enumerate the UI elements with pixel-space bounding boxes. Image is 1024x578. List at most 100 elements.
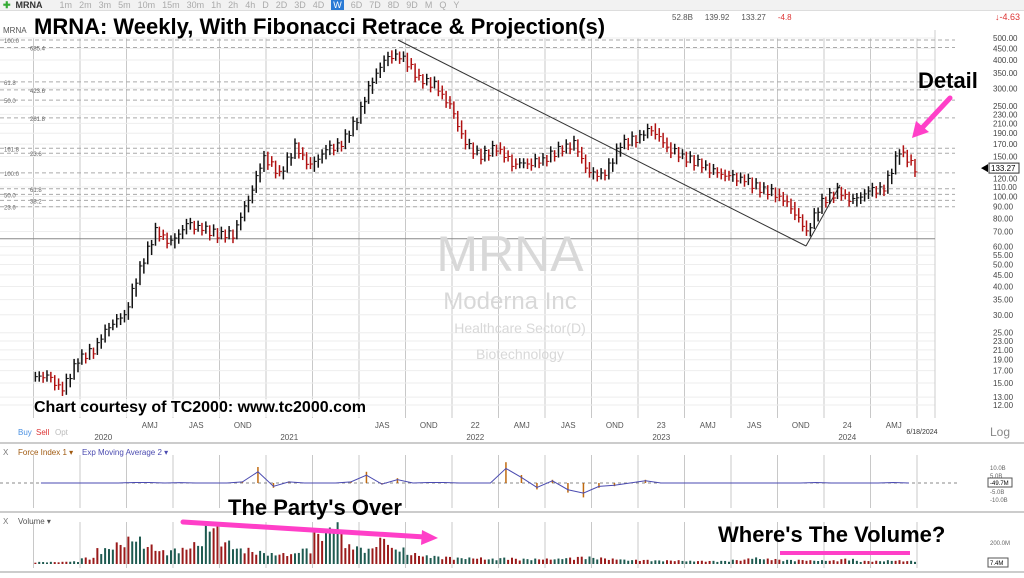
ema-label[interactable]: Exp Moving Average 2 ▾ <box>82 448 169 457</box>
y-tick-label: 15.00 <box>993 379 1014 388</box>
current-price-arrow <box>981 164 988 173</box>
interval-10m[interactable]: 10m <box>137 0 156 10</box>
courtesy-text: Chart courtesy of TC2000: www.tc2000.com <box>34 399 366 417</box>
interval-Y[interactable]: Y <box>453 0 460 10</box>
watermark-name: Moderna Inc <box>443 288 577 315</box>
y-tick-label: 210.00 <box>993 119 1018 128</box>
symbol-label: MRNA <box>3 26 27 35</box>
fib-level-label: 423.6 <box>30 89 46 95</box>
interval-M[interactable]: M <box>424 0 433 10</box>
volume-label[interactable]: Volume ▾ <box>18 517 51 526</box>
detail-arrow <box>919 95 953 131</box>
sell-button[interactable]: Sell <box>36 428 50 437</box>
x-tick-label: JAS <box>561 421 576 430</box>
x-tick-label: 23 <box>657 421 666 430</box>
y-tick-label: 13.00 <box>993 393 1014 402</box>
y-tick-label: 17.00 <box>993 367 1014 376</box>
force-y-label: 5.0B <box>990 474 1002 480</box>
interval-4h[interactable]: 4h <box>245 0 256 10</box>
y-tick-label: 170.00 <box>993 140 1018 149</box>
x-year-label: 2024 <box>838 433 856 442</box>
fib-level-label: 100.0 <box>4 39 20 45</box>
change-value: -4.8 <box>777 13 792 22</box>
volume-current-box <box>987 557 1009 568</box>
y-tick-label: 45.00 <box>993 271 1014 280</box>
x-tick-label: 24 <box>843 421 852 430</box>
fib-level-label: 100.0 <box>4 172 20 178</box>
x-year-label: 2021 <box>280 433 298 442</box>
x-year-label: 2023 <box>652 433 670 442</box>
current-price-label: 133.27 <box>991 164 1016 173</box>
force-current-box <box>987 477 1013 488</box>
buy-button[interactable]: Buy <box>18 428 32 437</box>
interval-6D[interactable]: 6D <box>350 0 363 10</box>
fib-level-label: 38.2 <box>30 199 42 205</box>
ema-line <box>40 467 909 494</box>
fib-level-label: 61.8 <box>30 188 42 194</box>
force-y-label: 10.0B <box>990 466 1006 472</box>
force-index-name: Force Index 1 <box>18 448 67 457</box>
y-tick-label: 190.00 <box>993 129 1018 138</box>
fib-level-label: 23.6 <box>30 152 42 158</box>
interval-1m[interactable]: 1m <box>59 0 73 10</box>
symbol-field[interactable]: MRNA <box>15 0 43 10</box>
force-y-label: -5.0B <box>990 490 1004 496</box>
interval-2h[interactable]: 2h <box>228 0 239 10</box>
x-tick-label: OND <box>606 421 624 430</box>
y-tick-label: 80.00 <box>993 214 1014 223</box>
y-tick-label: 300.00 <box>993 84 1018 93</box>
net-change: ↓-4.63 <box>994 12 1020 22</box>
quote-info: 52.8B 139.92 133.27 -4.8 <box>672 13 792 22</box>
y-tick-label: 450.00 <box>993 44 1018 53</box>
x-tick-label: OND <box>420 421 438 430</box>
y-tick-label: 12.00 <box>993 401 1014 410</box>
interval-8D[interactable]: 8D <box>387 0 400 10</box>
fib-level-label: 50.0 <box>4 193 16 199</box>
interval-9D[interactable]: 9D <box>406 0 418 10</box>
party-annotation: The Party's Over <box>228 495 402 520</box>
volume-y-label: 200.0M <box>990 541 1010 547</box>
interval-4D[interactable]: 4D <box>312 0 325 10</box>
detail-arrow-head <box>912 121 929 138</box>
x-tick-label: AMJ <box>514 421 530 430</box>
interval-5m[interactable]: 5m <box>118 0 131 10</box>
interval-7D[interactable]: 7D <box>369 0 381 10</box>
interval-30m[interactable]: 30m <box>186 0 205 10</box>
fib-level-label: 261.8 <box>30 117 46 123</box>
volume-close[interactable]: X <box>3 517 9 526</box>
interval-3m[interactable]: 3m <box>98 0 112 10</box>
last-value: 133.27 <box>741 13 766 22</box>
opt-button[interactable]: Opt <box>55 428 68 437</box>
interval-3D[interactable]: 3D <box>294 0 306 10</box>
interval-list: 1m 2m 3m 5m 10m 15m 30m 1h 2h 4h D 2D 3D 4D W 6D 7D 8D 9D M… <box>59 0 460 10</box>
y-tick-label: 35.00 <box>993 296 1014 305</box>
interval-D[interactable]: D <box>262 0 269 10</box>
log-toggle: Log <box>990 425 1010 439</box>
y-tick-label: 90.00 <box>993 203 1014 212</box>
toolbar: ✚ MRNA 1m 2m 3m 5m 10m 15m 30m 1h 2h 4h D 2D 3D 4D W 6D… <box>0 0 1024 11</box>
y-tick-label: 120.00 <box>993 174 1018 183</box>
interval-15m[interactable]: 15m <box>162 0 180 10</box>
interval-2D[interactable]: 2D <box>275 0 288 10</box>
party-arrow-head <box>421 530 438 545</box>
watermark-sector: Healthcare Sector(D) <box>454 320 586 336</box>
add-icon[interactable]: ✚ <box>3 0 11 10</box>
interval-2m[interactable]: 2m <box>79 0 92 10</box>
force-y-label: -10.0B <box>990 498 1008 504</box>
y-tick-label: 19.00 <box>993 356 1014 365</box>
x-tick-label: JAS <box>189 421 204 430</box>
force-index-label[interactable]: Force Index 1 ▾ <box>18 448 74 457</box>
y-tick-label: 55.00 <box>993 251 1014 260</box>
y-tick-label: 40.00 <box>993 282 1014 291</box>
force-close[interactable]: X <box>3 448 9 457</box>
x-year-label: 2020 <box>94 433 112 442</box>
interval-W[interactable]: W <box>331 0 344 10</box>
x-tick-label: OND <box>792 421 810 430</box>
x-tick-label: AMJ <box>886 421 902 430</box>
interval-1h[interactable]: 1h <box>211 0 222 10</box>
interval-Q[interactable]: Q <box>439 0 447 10</box>
y-tick-label: 30.00 <box>993 311 1014 320</box>
y-tick-label: 250.00 <box>993 102 1018 111</box>
chart-title: MRNA: Weekly, With Fibonacci Retrace & P… <box>34 14 606 39</box>
